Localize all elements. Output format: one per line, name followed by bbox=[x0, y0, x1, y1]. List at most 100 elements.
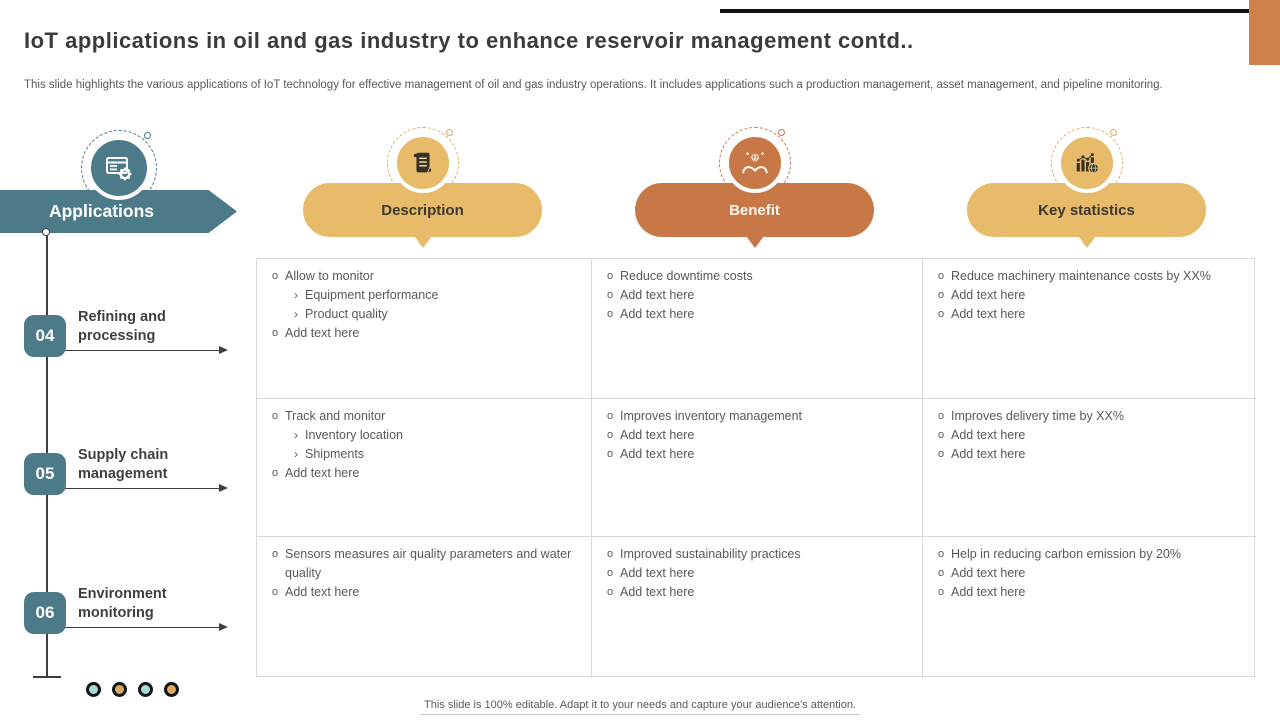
column-header-label: Key statistics bbox=[1038, 201, 1135, 219]
bullet-marker: o bbox=[606, 410, 614, 422]
bullet-text: Add text here bbox=[951, 428, 1026, 442]
cell-05-benefit[interactable]: o Improves inventory management o Add text … bbox=[591, 398, 922, 536]
bullet-item: o Add text here bbox=[265, 583, 583, 602]
bullet-marker: o bbox=[606, 586, 614, 598]
applications-banner-label: Applications bbox=[48, 201, 154, 221]
bullet-text: Add text here bbox=[285, 585, 360, 599]
bullet-text: Add text here bbox=[620, 428, 695, 442]
header-accent-line bbox=[720, 9, 1253, 13]
row-marker-06: 06 Environment monitoring bbox=[0, 584, 245, 642]
bullet-item: o Add text here bbox=[931, 445, 1248, 464]
content-table: o Allow to monitor › Equipment performance ›… bbox=[256, 258, 1256, 678]
bullet-text: Add text here bbox=[285, 466, 360, 480]
cell-04-description[interactable]: o Allow to monitor › Equipment performance ›… bbox=[257, 259, 591, 398]
bullet-text: Add text here bbox=[951, 585, 1026, 599]
timeline-start-dot bbox=[42, 228, 50, 236]
row-number-badge: 06 bbox=[24, 592, 66, 634]
bullet-text: Improves delivery time by XX% bbox=[951, 409, 1124, 423]
bullet-marker: o bbox=[937, 429, 945, 441]
bullet-item: o Add text here bbox=[600, 445, 914, 464]
sub-bullet-marker: › bbox=[294, 447, 298, 461]
column-header-label: Benefit bbox=[729, 201, 780, 219]
bullet-marker: o bbox=[937, 548, 945, 560]
applications-icon-circle bbox=[87, 136, 151, 200]
sub-bullet-marker: › bbox=[294, 288, 298, 302]
row-label: Supply chain management bbox=[78, 447, 169, 482]
bullet-item: o Add text here bbox=[600, 426, 914, 445]
bullet-marker: o bbox=[937, 289, 945, 301]
sub-bullet-item: › Shipments bbox=[287, 445, 583, 464]
bullet-marker: o bbox=[271, 586, 279, 598]
bullet-item: o Add text here bbox=[931, 564, 1248, 583]
sub-bullet-text: Shipments bbox=[305, 447, 365, 461]
footer-note: This slide is 100% editable. Adapt it to… bbox=[0, 695, 1280, 715]
row-label: Environment monitoring bbox=[78, 586, 167, 621]
benefit-icon-circle bbox=[725, 133, 785, 193]
column-header-label: Description bbox=[381, 201, 464, 219]
row-number-badge: 04 bbox=[24, 315, 66, 357]
bullet-text: Add text here bbox=[620, 566, 695, 580]
footer-note-text: This slide is 100% editable. Adapt it to… bbox=[420, 699, 860, 715]
bar-chart-icon bbox=[1076, 153, 1099, 174]
bullet-item: o Add text here bbox=[931, 583, 1248, 602]
bullet-text: Allow to monitor bbox=[285, 269, 374, 283]
page-subtitle: This slide highlights the various applic… bbox=[24, 79, 1163, 91]
bullet-marker: o bbox=[937, 448, 945, 460]
sub-bullet-item: › Inventory location bbox=[287, 426, 583, 445]
bullet-text: Reduce machinery maintenance costs by XX… bbox=[951, 269, 1211, 283]
cell-05-description[interactable]: o Track and monitor › Inventory location › Sh… bbox=[257, 398, 591, 536]
bullet-item: o Track and monitor bbox=[265, 407, 583, 426]
bullet-text: Add text here bbox=[620, 447, 695, 461]
scroll-icon bbox=[413, 152, 433, 173]
bullet-marker: o bbox=[271, 327, 279, 339]
bullet-text: Add text here bbox=[951, 566, 1026, 580]
hands-diamond-icon bbox=[742, 151, 768, 174]
cell-05-statistics[interactable]: o Improves delivery time by XX% o Add text … bbox=[922, 398, 1256, 536]
bullet-marker: o bbox=[606, 270, 614, 282]
bullet-marker: o bbox=[271, 467, 279, 479]
bullet-item: o Reduce machinery maintenance costs by X… bbox=[931, 267, 1248, 286]
bullet-text: Add text here bbox=[620, 288, 695, 302]
bullet-marker: o bbox=[937, 308, 945, 320]
pagination-dots bbox=[86, 682, 179, 697]
bullet-item: o Improves inventory management bbox=[600, 407, 914, 426]
bullet-text: Add text here bbox=[285, 326, 360, 340]
bullet-text: Add text here bbox=[620, 307, 695, 321]
bullet-marker: o bbox=[606, 548, 614, 560]
cell-06-description[interactable]: o Sensors measures air quality parameters… bbox=[257, 536, 591, 678]
bullet-text: Track and monitor bbox=[285, 409, 386, 423]
bullet-marker: o bbox=[937, 586, 945, 598]
bullet-item: o Sensors measures air quality parameters… bbox=[265, 545, 583, 583]
bullet-text: Reduce downtime costs bbox=[620, 269, 753, 283]
bullet-marker: o bbox=[606, 448, 614, 460]
bullet-text: Add text here bbox=[620, 585, 695, 599]
ring-dot bbox=[144, 132, 151, 139]
bullet-text: Add text here bbox=[951, 288, 1026, 302]
cell-04-benefit[interactable]: o Reduce downtime costs o Add text here o Add… bbox=[591, 259, 922, 398]
bullet-item: o Improves delivery time by XX% bbox=[931, 407, 1248, 426]
bullet-text: Improved sustainability practices bbox=[620, 547, 801, 561]
cell-06-benefit[interactable]: o Improved sustainability practices o Add t… bbox=[591, 536, 922, 678]
cell-06-statistics[interactable]: o Help in reducing carbon emission by 20%… bbox=[922, 536, 1256, 678]
row-number-badge: 05 bbox=[24, 453, 66, 495]
bullet-marker: o bbox=[271, 270, 279, 282]
row-label: Refining and processing bbox=[78, 309, 166, 344]
bullet-text: Improves inventory management bbox=[620, 409, 803, 423]
bullet-marker: o bbox=[271, 548, 279, 560]
bullet-item: o Add text here bbox=[265, 464, 583, 483]
bullet-marker: o bbox=[606, 289, 614, 301]
bullet-item: o Add text here bbox=[931, 286, 1248, 305]
bullet-item: o Improved sustainability practices bbox=[600, 545, 914, 564]
bullet-marker: o bbox=[271, 410, 279, 422]
sub-bullet-text: Inventory location bbox=[305, 428, 403, 442]
bullet-text: Help in reducing carbon emission by 20% bbox=[951, 547, 1181, 561]
row-marker-05: 05 Supply chain management bbox=[0, 445, 245, 503]
pagination-dot-gold bbox=[164, 682, 179, 697]
bullet-text: Add text here bbox=[951, 447, 1026, 461]
sub-bullet-marker: › bbox=[294, 307, 298, 321]
pagination-dot-blue bbox=[138, 682, 153, 697]
cell-04-statistics[interactable]: o Reduce machinery maintenance costs by X… bbox=[922, 259, 1256, 398]
statistics-icon-circle bbox=[1057, 133, 1117, 193]
bullet-marker: o bbox=[937, 567, 945, 579]
